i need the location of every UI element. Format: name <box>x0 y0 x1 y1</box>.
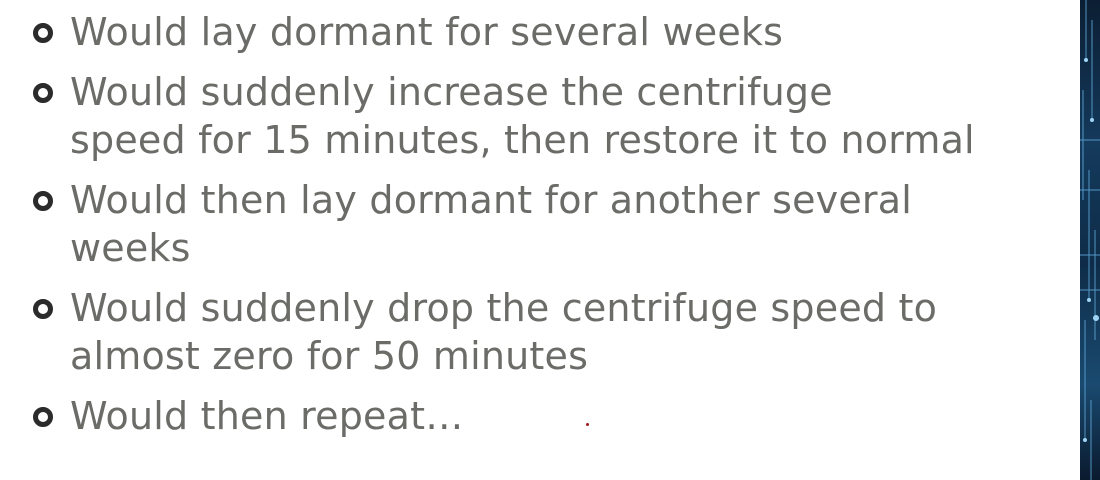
bullet-text: Would suddenly drop the centrifuge speed… <box>70 286 938 330</box>
bullet-item: Would then lay dormant for another sever… <box>30 176 1050 272</box>
circuit-pattern-icon <box>1080 0 1100 480</box>
bullet-text: Would then lay dormant for another sever… <box>70 178 912 222</box>
circle-bullet-icon <box>33 191 53 211</box>
bullet-text: Would lay dormant for several weeks <box>70 10 784 54</box>
bullet-text: Would then repeat… <box>70 394 464 438</box>
bullet-item: Would then repeat… <box>30 392 1050 440</box>
bullet-item: Would suddenly increase the centrifuge s… <box>30 68 1050 164</box>
bullet-item: Would suddenly drop the centrifuge speed… <box>30 284 1050 380</box>
bullet-text: Would suddenly increase the centrifuge <box>70 70 833 114</box>
bullet-list: Would lay dormant for several weeks Woul… <box>30 8 1050 452</box>
bullet-text: almost zero for 50 minutes <box>70 334 589 378</box>
circle-bullet-icon <box>33 83 53 103</box>
bullet-text: weeks <box>70 226 191 270</box>
circuit-board-decoration <box>1080 0 1100 480</box>
bullet-item: Would lay dormant for several weeks <box>30 8 1050 56</box>
circle-bullet-icon <box>33 407 53 427</box>
circle-bullet-icon <box>33 299 53 319</box>
bullet-text: speed for 15 minutes, then restore it to… <box>70 118 975 162</box>
stray-dot <box>586 423 589 426</box>
circle-bullet-icon <box>33 23 53 43</box>
